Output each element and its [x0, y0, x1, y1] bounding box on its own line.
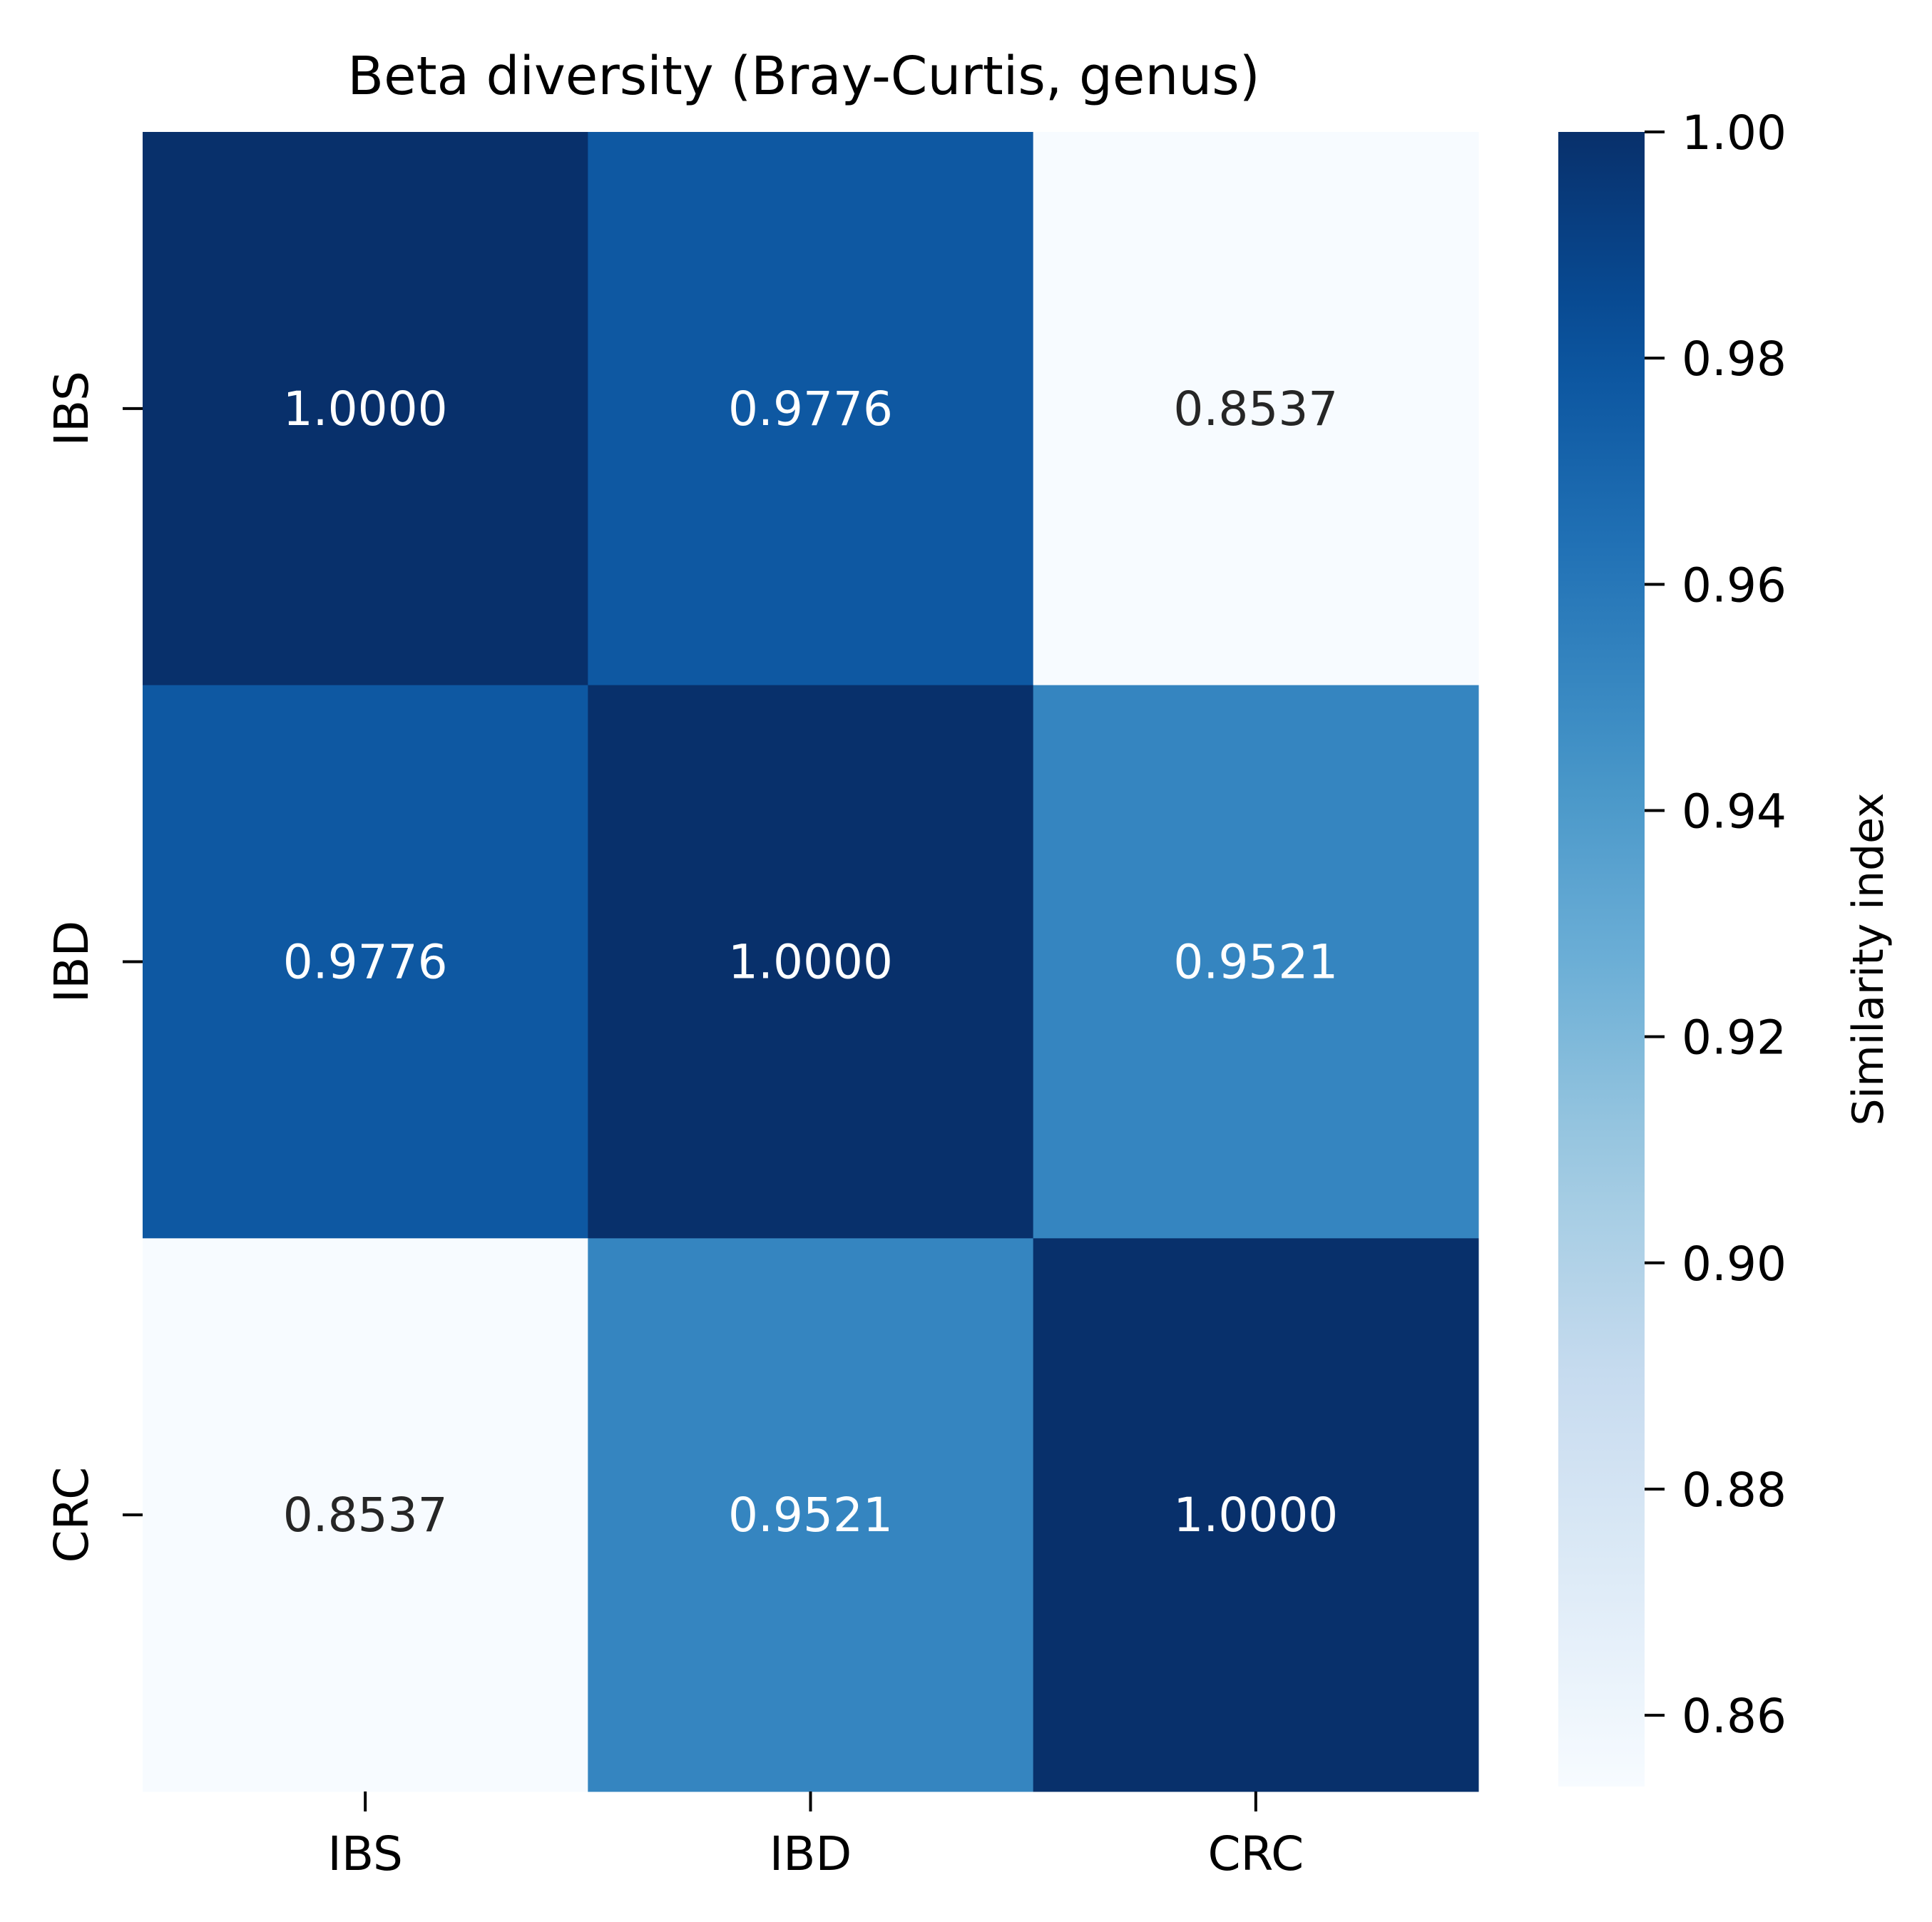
x-tick-label: CRC: [1207, 1826, 1304, 1881]
colorbar-tick-label: 0.92: [1682, 1011, 1787, 1065]
heatmap-cell: [143, 685, 588, 1239]
heatmap-cells: [143, 132, 1479, 1792]
heatmap-cell: [1033, 685, 1479, 1239]
colorbar-tick-label: 0.96: [1682, 558, 1787, 613]
heatmap-cell: [1033, 1238, 1479, 1792]
heatmap-cell-value: 0.9521: [1173, 935, 1338, 990]
heatmap-cell-labels: 1.0000 0.9776 0.8537 0.9776 1.0000 0.9521 0.85…: [283, 382, 1339, 1543]
y-tick-label: IBS: [44, 371, 99, 446]
heatmap-cell-value: 1.0000: [283, 382, 448, 436]
heatmap-cell: [588, 1238, 1034, 1792]
x-tick-label: IBD: [770, 1826, 852, 1881]
chart-title: Beta diversity (Bray-Curtis, genus): [347, 46, 1259, 107]
heatmap-cell: [588, 685, 1034, 1239]
heatmap-cell-value: 0.8537: [283, 1488, 448, 1543]
heatmap-cell-value: 1.0000: [1173, 1488, 1338, 1543]
colorbar-tick-label: 0.94: [1682, 784, 1787, 839]
heatmap-cell-value: 0.8537: [1173, 382, 1338, 436]
y-axis: IBS IBD CRC: [44, 371, 143, 1563]
colorbar-tick-label: 0.98: [1682, 332, 1787, 387]
heatmap-cell: [143, 1238, 588, 1792]
colorbar-tick-label: 1.00: [1682, 106, 1787, 160]
heatmap-cell-value: 0.9521: [728, 1488, 893, 1543]
colorbar-tick-label: 0.88: [1682, 1463, 1787, 1518]
colorbar-label: Similarity index: [1844, 793, 1893, 1126]
heatmap-cell: [143, 132, 588, 686]
x-tick-label: IBS: [327, 1826, 402, 1881]
y-tick-label: IBD: [44, 921, 99, 1003]
colorbar-tick-label: 0.86: [1682, 1689, 1787, 1744]
heatmap-cell-value: 1.0000: [728, 935, 893, 990]
heatmap-cell-value: 0.9776: [728, 382, 893, 436]
colorbar: 0.86 0.88 0.90 0.92 0.94 0.96 0.98 1.00 Similari…: [1558, 106, 1893, 1786]
y-tick-label: CRC: [44, 1467, 99, 1563]
heatmap-cell: [588, 132, 1034, 686]
heatmap-cell-value: 0.9776: [283, 935, 448, 990]
colorbar-tick-label: 0.90: [1682, 1237, 1787, 1292]
heatmap-cell: [1033, 132, 1479, 686]
colorbar-gradient: [1558, 132, 1645, 1786]
x-axis: IBS IBD CRC: [327, 1791, 1304, 1881]
